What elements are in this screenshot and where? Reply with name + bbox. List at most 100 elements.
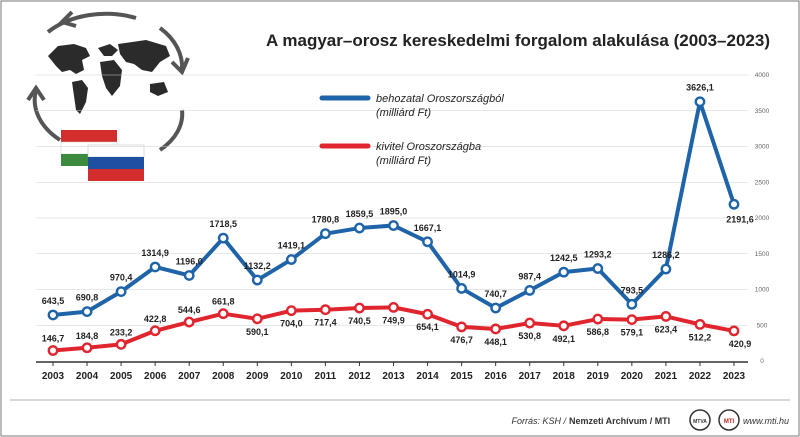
data-label: 2191,6 [726, 214, 754, 224]
data-label: 643,5 [42, 296, 65, 306]
data-point [388, 301, 399, 313]
y-tick-label: 4000 [755, 72, 770, 79]
x-tick-label: 2022 [689, 371, 712, 382]
y-tick-label: 2500 [755, 179, 770, 186]
data-point [728, 198, 740, 210]
x-tick-label: 2023 [723, 371, 746, 382]
data-point [456, 321, 467, 333]
data-point [251, 274, 263, 286]
data-point [558, 266, 570, 278]
legend-unit-export: (milliárd Ft) [376, 155, 431, 167]
x-tick-label: 2021 [655, 371, 678, 382]
data-point [694, 96, 706, 108]
x-tick-label: 2017 [519, 371, 542, 382]
data-label: 987,4 [518, 271, 541, 281]
data-point [354, 222, 365, 234]
data-point [81, 306, 93, 318]
data-label: 3626,1 [686, 83, 714, 93]
y-tick-label: 500 [757, 322, 768, 329]
data-point [694, 318, 706, 330]
data-label: 661,8 [212, 297, 235, 307]
data-label: 654,1 [416, 322, 439, 332]
data-point [115, 338, 127, 350]
data-point [217, 308, 229, 320]
data-point [456, 283, 467, 294]
data-label: 1419,1 [278, 241, 306, 251]
data-label: 492,1 [552, 334, 575, 344]
legend-item-export: kivitel Oroszországba (milliárd Ft) [319, 141, 481, 167]
data-label: 704,0 [280, 319, 303, 329]
series-export: 146,7 184,8 233,2 422,8 544,6 661,8 590,1 704,0… [42, 297, 751, 356]
x-tick-label: 2003 [42, 371, 65, 382]
source-prefix: Forrás: KSH / [511, 416, 567, 426]
data-point [81, 342, 93, 354]
x-tick-label: 2020 [621, 371, 644, 382]
data-point [149, 261, 161, 273]
data-label: 1314,9 [141, 248, 169, 258]
x-tick-label: 2004 [76, 371, 99, 382]
x-tick-label: 2019 [587, 371, 610, 382]
data-label: 476,7 [450, 335, 473, 345]
data-label: 690,8 [76, 293, 99, 303]
data-point [354, 302, 365, 314]
legend-label-import: behozatal Oroszországból [376, 93, 504, 105]
x-tick-label: 2007 [178, 371, 201, 382]
data-point [524, 285, 536, 296]
data-point [490, 323, 502, 335]
data-point [626, 298, 638, 310]
website: www.mti.hu [743, 416, 789, 426]
x-tick-label: 2013 [382, 371, 405, 382]
chart-title: A magyar–orosz kereskedelmi forgalom ala… [266, 31, 770, 50]
x-tick-label: 2008 [212, 371, 235, 382]
data-label: 749,9 [382, 315, 405, 325]
x-tick-label: 2006 [144, 371, 167, 382]
mtva-logo [689, 409, 711, 431]
data-label: 1196,0 [176, 256, 203, 266]
y-tick-label: 1500 [755, 251, 770, 258]
data-label: 184,8 [76, 331, 99, 341]
russian-flag-icon [87, 144, 145, 181]
y-axis-ticks: 0 500 1000 1500 2000 2500 3000 3500 4000 [755, 72, 770, 365]
y-tick-label: 0 [760, 358, 764, 365]
x-tick-label: 2012 [348, 371, 371, 382]
data-point [660, 263, 672, 275]
data-point [115, 286, 127, 298]
circular-arrows-icon [26, 10, 190, 152]
mti-logo-text: MTI [724, 419, 735, 425]
data-point [422, 308, 433, 320]
footer: Forrás: KSH / Nemzeti Archívum / MTI MTV… [10, 399, 790, 431]
data-point [558, 320, 570, 332]
data-label: 590,1 [246, 327, 269, 337]
series-import: 643,5 690,8 970,4 1314,9 1196,0 1718,5 1132,2 1… [42, 83, 754, 321]
data-label: 233,2 [110, 327, 133, 337]
data-label: 530,8 [518, 331, 541, 341]
data-point [422, 236, 433, 248]
mti-logo [718, 409, 740, 431]
data-label: 579,1 [621, 328, 644, 338]
x-axis: 2003 2004 2005 2006 2007 2008 2009 2010 2011 2012… [36, 361, 748, 382]
data-label: 970,4 [110, 273, 133, 283]
series-group: 643,5 690,8 970,4 1314,9 1196,0 1718,5 1132,2 1… [42, 83, 754, 356]
data-point [524, 317, 536, 329]
data-point [251, 313, 263, 325]
data-label: 1780,8 [312, 215, 340, 225]
legend-unit-import: (milliárd Ft) [376, 107, 431, 119]
x-tick-label: 2015 [450, 371, 473, 382]
data-label: 740,5 [348, 316, 371, 326]
data-label: 1293,2 [584, 250, 612, 260]
x-tick-label: 2016 [485, 371, 508, 382]
data-label: 1286,2 [652, 250, 680, 260]
data-point [183, 316, 195, 328]
data-label: 586,8 [587, 327, 610, 337]
x-tick-label: 2010 [280, 371, 303, 382]
grid [36, 74, 748, 326]
data-point [319, 228, 331, 240]
data-point [285, 305, 297, 317]
data-point [183, 270, 195, 281]
data-point [660, 311, 672, 322]
data-label: 1132,2 [244, 261, 271, 271]
x-tick-label: 2009 [246, 371, 269, 382]
data-label: 146,7 [42, 334, 65, 344]
